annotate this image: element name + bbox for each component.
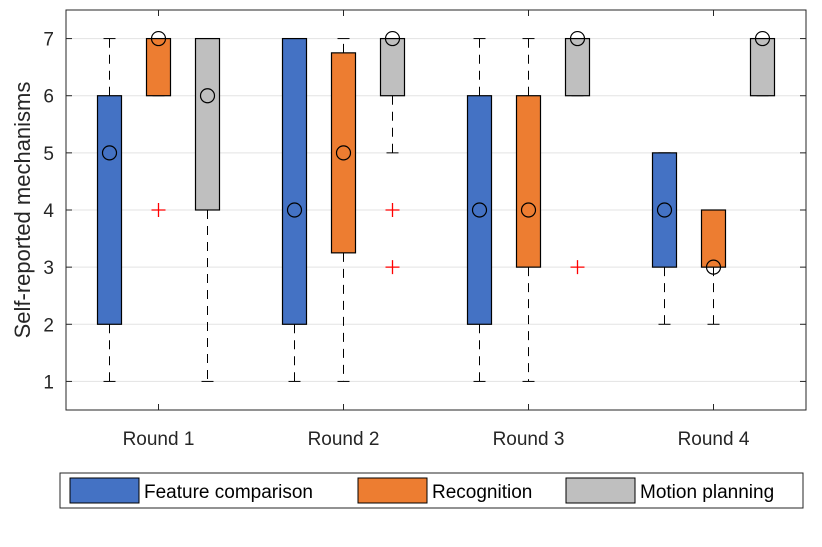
legend-frame bbox=[59, 472, 804, 509]
legend-swatch-recognition bbox=[357, 477, 428, 504]
box-feature-comparison-round-1 bbox=[96, 95, 123, 325]
legend-swatch-motion-planning bbox=[565, 477, 636, 504]
median-marker-motion-planning-round-4 bbox=[754, 30, 771, 47]
y-tick-label-1: 1 bbox=[43, 372, 54, 393]
grid-lines bbox=[66, 38, 806, 382]
box-recognition-round-1 bbox=[145, 37, 172, 97]
x-tick-label-2: Round 2 bbox=[308, 429, 380, 450]
y-tick-label-2: 2 bbox=[43, 315, 54, 336]
y-tick-label-6: 6 bbox=[43, 87, 54, 108]
x-axis: Round 1 Round 2 Round 3 Round 4 bbox=[123, 10, 750, 450]
box-group-motion-planning-round-3 bbox=[564, 30, 591, 275]
box-recognition-round-3 bbox=[515, 95, 542, 268]
box-group-recognition-round-3 bbox=[515, 38, 542, 382]
legend-swatch-feature-comparison bbox=[69, 477, 140, 504]
outlier-motion-planning-round-3-1 bbox=[570, 260, 585, 275]
box-group-recognition-round-4 bbox=[700, 209, 727, 325]
box-group-feature-comparison-round-2 bbox=[281, 37, 308, 382]
box-group-recognition-round-2 bbox=[330, 38, 357, 382]
outlier-recognition-round-1-1 bbox=[151, 203, 166, 217]
y-tick-label-3: 3 bbox=[43, 258, 54, 279]
y-axis: 1 2 3 4 5 6 7 bbox=[43, 30, 806, 393]
median-marker-recognition-round-4 bbox=[705, 259, 722, 275]
box-recognition-round-2 bbox=[330, 52, 357, 254]
median-marker-motion-planning-round-1 bbox=[199, 88, 216, 104]
outlier-motion-planning-round-2-2 bbox=[385, 260, 400, 275]
x-tick-label-3: Round 3 bbox=[493, 429, 565, 450]
box-motion-planning-round-4 bbox=[749, 37, 776, 97]
y-tick-label-4: 4 bbox=[43, 201, 54, 222]
box-group-recognition-round-1 bbox=[145, 30, 172, 217]
legend: Feature comparison Recognition Motion plan… bbox=[59, 472, 804, 509]
box-motion-planning-round-1 bbox=[194, 37, 221, 211]
box-motion-planning-round-2 bbox=[379, 37, 406, 97]
box-group-motion-planning-round-1 bbox=[194, 37, 221, 382]
median-marker-motion-planning-round-3 bbox=[569, 30, 586, 47]
x-tick-label-1: Round 1 bbox=[123, 429, 195, 450]
x-tick-label-4: Round 4 bbox=[678, 429, 750, 450]
box-group-feature-comparison-round-1 bbox=[96, 38, 123, 382]
box-feature-comparison-round-2 bbox=[281, 37, 308, 325]
median-marker-motion-planning-round-2 bbox=[384, 30, 401, 47]
box-feature-comparison-round-4 bbox=[651, 152, 678, 268]
median-marker-recognition-round-3 bbox=[520, 202, 537, 218]
box-group-motion-planning-round-4 bbox=[749, 30, 776, 97]
median-marker-feature-comparison-round-4 bbox=[656, 202, 673, 218]
box-feature-comparison-round-3 bbox=[466, 95, 493, 325]
box-group-motion-planning-round-2 bbox=[379, 30, 406, 275]
box-group-feature-comparison-round-3 bbox=[466, 38, 493, 382]
y-axis-label: Self-reported mechanisms bbox=[10, 82, 35, 339]
y-tick-label-5: 5 bbox=[43, 144, 54, 165]
legend-label-feature-comparison: Feature comparison bbox=[144, 482, 313, 503]
median-marker-feature-comparison-round-3 bbox=[471, 202, 488, 218]
median-marker-feature-comparison-round-2 bbox=[286, 202, 303, 218]
y-tick-label-7: 7 bbox=[43, 30, 54, 51]
legend-label-motion-planning: Motion planning bbox=[640, 482, 774, 503]
legend-label-recognition: Recognition bbox=[432, 482, 532, 503]
outlier-motion-planning-round-2-1 bbox=[385, 203, 400, 217]
box-group-feature-comparison-round-4 bbox=[651, 152, 678, 325]
median-marker-feature-comparison-round-1 bbox=[101, 145, 118, 161]
plot-area bbox=[96, 30, 776, 382]
box-motion-planning-round-3 bbox=[564, 37, 591, 97]
box-recognition-round-4 bbox=[700, 209, 727, 268]
median-marker-recognition-round-2 bbox=[335, 145, 352, 161]
median-marker-recognition-round-1 bbox=[150, 30, 167, 47]
